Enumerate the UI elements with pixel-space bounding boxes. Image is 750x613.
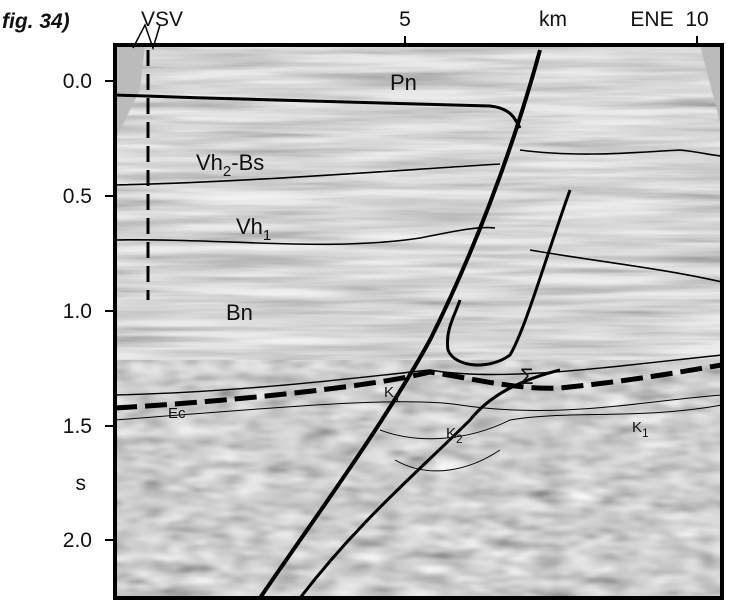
top-label: VSV (141, 8, 183, 31)
well-marker (132, 23, 161, 51)
y-label: 2.0 (63, 529, 92, 552)
frame (113, 43, 724, 600)
seismic-section (115, 45, 722, 598)
top-label: 10 (685, 8, 708, 31)
x-ticks (105, 36, 698, 541)
y-label: 1.5 (63, 415, 92, 438)
y-label: 0.0 (63, 70, 92, 93)
top-label: ENE (630, 8, 673, 31)
horizon-label: Pn (390, 70, 417, 95)
horizon-label: K1 (384, 384, 401, 405)
y-label: 0.5 (63, 185, 92, 208)
y-unit: s (76, 472, 87, 495)
top-label: 5 (399, 8, 411, 31)
horizon-label: Vh1 (236, 214, 271, 244)
y-label: 1.0 (63, 300, 92, 323)
horizon-labels: Pn Vh2-Bs Vh1 Bn Σ K1 K2 K1 Ec (168, 70, 649, 446)
horizon-label: K1 (632, 419, 649, 440)
horizon-label: Σ (520, 364, 534, 389)
horizon-label: Ec (168, 405, 186, 422)
top-label: km (539, 8, 567, 31)
horizon-label: Vh2-Bs (196, 150, 264, 180)
horizon-label: K2 (446, 425, 463, 446)
horizon-label: Bn (226, 300, 253, 325)
figure-label: fig. 34) (2, 10, 70, 33)
horizons (115, 49, 722, 598)
